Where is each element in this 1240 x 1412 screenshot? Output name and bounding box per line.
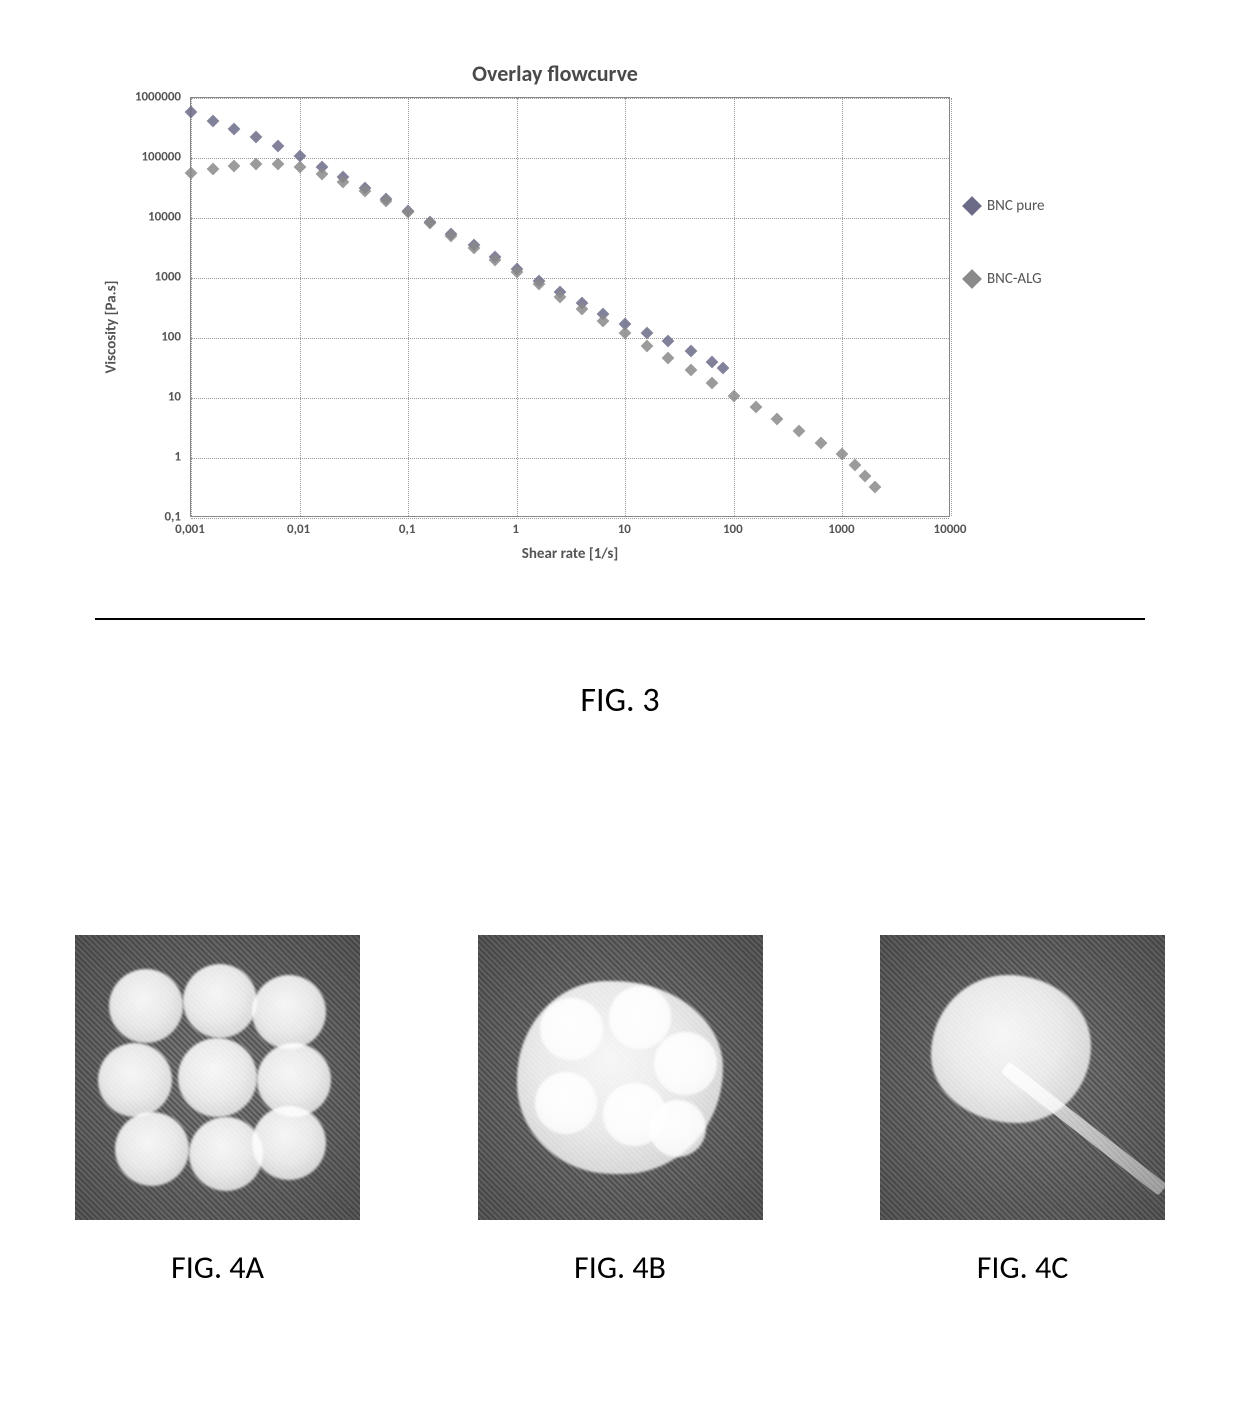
panel-4c-caption: FIG. 4C [880, 1248, 1165, 1287]
data-point [207, 114, 220, 127]
figure-3-caption: FIG. 3 [0, 680, 1240, 721]
data-point [597, 315, 610, 328]
panel-4c-image [880, 935, 1165, 1220]
y-tick: 100 [161, 330, 181, 345]
legend-marker-icon [962, 196, 982, 216]
panel-4a: FIG. 4A [75, 935, 360, 1287]
x-tick: 100 [723, 522, 743, 537]
data-point [271, 157, 284, 170]
data-point [207, 163, 220, 176]
data-point [185, 106, 198, 119]
panel-4b-caption: FIG. 4B [478, 1248, 763, 1287]
panel-4b: FIG. 4B [478, 935, 763, 1287]
y-axis-ticks: 0,11101001000100001000001000000 [125, 97, 185, 517]
legend: BNC pure BNC-ALG [965, 197, 1045, 343]
data-point [271, 139, 284, 152]
data-point [424, 217, 437, 230]
data-point [641, 339, 654, 352]
data-point [185, 167, 198, 180]
y-tick: 10000 [148, 210, 181, 225]
x-tick: 0,01 [287, 522, 310, 537]
legend-marker-icon [962, 269, 982, 289]
data-point [250, 158, 263, 171]
data-point [293, 160, 306, 173]
panel-4b-image [478, 935, 763, 1220]
data-point [228, 123, 241, 136]
chart-container: Overlay flowcurve Viscosity [Pa.s] 0,111… [95, 60, 1145, 620]
data-point [750, 401, 763, 414]
y-axis-label: Viscosity [Pa.s] [103, 281, 121, 374]
chart-area: Viscosity [Pa.s] 0,111010010001000010000… [95, 97, 1145, 557]
x-tick: 0,001 [175, 522, 205, 537]
data-point [717, 361, 730, 374]
data-point [848, 459, 861, 472]
y-tick: 10 [168, 390, 181, 405]
x-axis-label: Shear rate [1/s] [190, 545, 950, 563]
panel-4c: FIG. 4C [880, 935, 1165, 1287]
legend-item: BNC-ALG [965, 270, 1045, 288]
data-point [706, 376, 719, 389]
x-tick: 10000 [934, 522, 967, 537]
legend-label: BNC-ALG [987, 270, 1042, 288]
data-point [858, 470, 871, 483]
data-point [250, 131, 263, 144]
y-tick: 1000000 [135, 90, 181, 105]
data-point [684, 364, 697, 377]
x-tick: 10 [618, 522, 631, 537]
legend-item: BNC pure [965, 197, 1045, 215]
data-point [793, 425, 806, 438]
x-tick: 1000 [828, 522, 854, 537]
data-point [684, 345, 697, 358]
data-point [771, 413, 784, 426]
data-point [228, 160, 241, 173]
legend-label: BNC pure [987, 197, 1045, 215]
data-point [662, 335, 675, 348]
data-point [662, 352, 675, 365]
y-tick: 1 [174, 450, 181, 465]
plot-region [190, 97, 950, 517]
panel-4a-caption: FIG. 4A [75, 1248, 360, 1287]
x-tick: 0,1 [399, 522, 416, 537]
data-point [727, 389, 740, 402]
y-tick: 1000 [155, 270, 181, 285]
chart-title: Overlay flowcurve [0, 60, 1145, 87]
x-tick: 1 [512, 522, 519, 537]
panel-4a-image [75, 935, 360, 1220]
data-point [814, 436, 827, 449]
figure-4-panels: FIG. 4A FIG. 4B FIG. 4C [75, 935, 1165, 1287]
y-tick: 100000 [141, 150, 181, 165]
data-point [869, 481, 882, 494]
